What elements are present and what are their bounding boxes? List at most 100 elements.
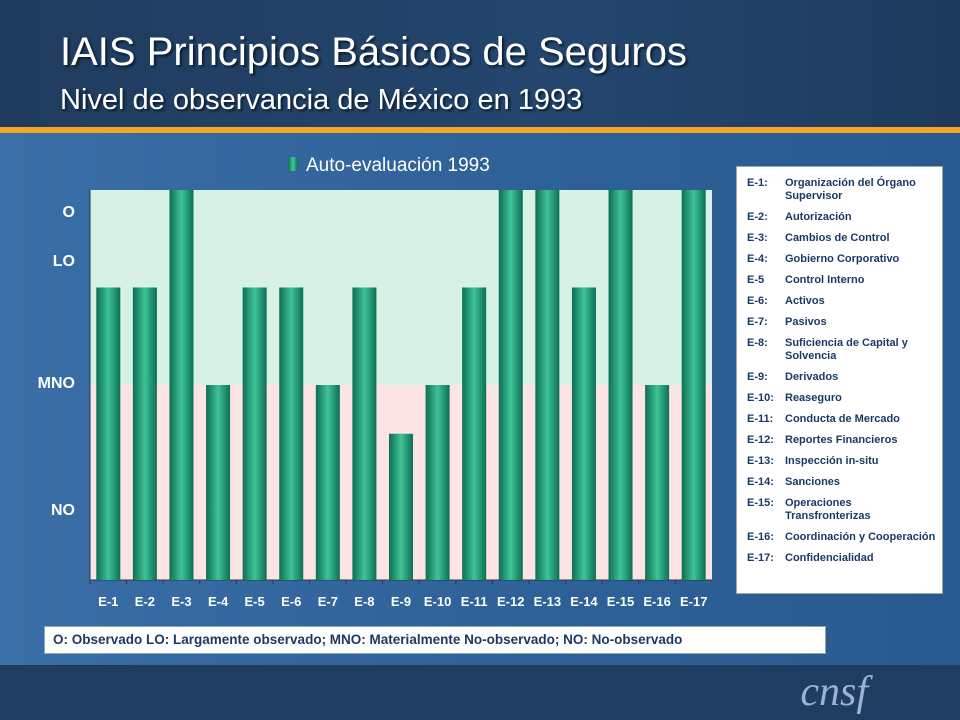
y-tick-label: LO [52,253,75,271]
background-band-1 [90,190,712,385]
bar-E-3 [169,190,194,580]
legend-item-name: Coordinación y Cooperación [785,531,936,543]
legend-item-name: Operaciones Transfronterizas [785,497,871,522]
accent-divider [0,127,960,133]
legend-swatch [288,157,298,171]
legend-item: E-10: Reaseguro [747,392,938,405]
legend-item: E-1: Organización del Órgano Supervisor [747,177,938,203]
rating-key-note: O: Observado LO: Largamente observado; M… [44,626,826,654]
x-tick-label: E-15 [607,594,634,609]
legend-item-code: E-17: [747,552,774,564]
legend-item-name: Gobierno Corporativo [785,253,900,265]
x-tick-label: E-11 [461,594,488,609]
bar-E-15 [608,190,633,580]
bar-E-11 [462,287,487,580]
legend-item: E-13: Inspección in-situ [747,455,938,468]
legend-item-code: E-15: [747,497,774,509]
bar-E-16 [645,385,670,580]
x-tick-label: E-17 [680,594,707,609]
legend-item-code: E-9: [747,371,768,383]
legend-item-code: E-5 [747,274,765,286]
legend-item: E-6: Activos [747,295,938,308]
legend-item-code: E-10: [747,392,774,404]
legend-item: E-2: Autorización [747,211,938,224]
legend-item: E-11: Conducta de Mercado [747,413,938,426]
legend-item-name: Confidencialidad [785,552,874,564]
legend-item-code: E-12: [747,434,774,446]
legend-item-code: E-4: [747,253,768,265]
legend-item: E-7: Pasivos [747,316,938,329]
legend-item-code: E-16: [747,531,774,543]
legend-item-name: Activos [785,295,825,307]
legend-item-code: E-8: [747,337,768,349]
x-tick-label: E-4 [208,594,229,609]
bar-E-17 [681,190,706,580]
legend-item-code: E-2: [747,211,768,223]
bar-E-8 [352,287,377,580]
legend-item-name: Control Interno [785,274,865,286]
bar-E-7 [315,385,340,580]
legend-item: E-14: Sanciones [747,476,938,489]
bar-E-10 [425,385,450,580]
x-tick-label: E-7 [318,594,338,609]
x-tick-label: E-14 [570,594,598,609]
x-tick-label: E-1 [98,594,118,609]
legend-item-name: Derivados [785,371,839,383]
legend-item-name: Conducta de Mercado [785,413,900,425]
header-band [0,0,960,127]
legend-item-name: Sanciones [785,476,841,488]
legend-item-code: E-11: [747,413,774,425]
legend-item: E-16: Coordinación y Cooperación [747,531,938,544]
footer-band [0,665,960,720]
bar-E-1 [96,287,121,580]
x-tick-label: E-8 [354,594,374,609]
legend-item: E-17: Confidencialidad [747,552,938,565]
y-tick-label: MNO [37,375,75,392]
legend-item: E-5 Control Interno [747,274,938,287]
x-tick-label: E-10 [424,594,451,609]
legend-item-code: E-3: [747,232,768,244]
legend-item-name: Suficiencia de Capital y Solvencia [785,337,908,362]
legend-item-name: Cambios de Control [785,232,890,244]
legend-item-name: Pasivos [785,316,827,328]
bar-E-5 [242,287,267,580]
legend-item: E-12: Reportes Financieros [747,434,938,447]
x-tick-label: E-13 [534,594,561,609]
legend-item-code: E-7: [747,316,768,328]
legend-item: E-3: Cambios de Control [747,232,938,245]
bar-E-4 [206,385,231,580]
legend-item: E-9: Derivados [747,371,938,384]
legend-item-name: Organización del Órgano Supervisor [785,177,916,202]
criteria-legend-box: E-1: Organización del Órgano Supervisor E-… [736,166,943,594]
bar-E-9 [389,433,413,580]
x-tick-label: E-6 [281,594,301,609]
legend-item-code: E-1: [747,177,768,189]
bar-E-13 [535,190,560,580]
x-tick-label: E-3 [171,594,191,609]
x-tick-label: E-2 [135,594,155,609]
legend-item-name: Reaseguro [785,392,842,404]
legend-item-name: Autorización [785,211,852,223]
bar-chart: E-1 E-2 E-3 E-4 E-5 E-6 E-7 E-8 E-9 E-10 E-11 E-12 E… [89,155,712,609]
legend-label: Auto-evaluación 1993 [306,155,490,176]
legend-item-code: E-14: [747,476,774,488]
x-tick-label: E-16 [643,594,670,609]
legend-item-name: Reportes Financieros [785,434,898,446]
bar-E-6 [279,287,304,580]
legend-item: E-15: Operaciones Transfronterizas [747,497,938,523]
legend-item-code: E-13: [747,455,774,467]
y-tick-label: NO [51,501,75,519]
bar-E-12 [498,190,523,580]
legend-item: E-8: Suficiencia de Capital y Solvencia [747,337,938,363]
cnsf-logo: cnsf [800,669,868,715]
x-tick-label: E-9 [391,594,411,609]
page-title: IAIS Principios Básicos de Seguros [60,30,687,74]
legend-item-name: Inspección in-situ [785,455,879,467]
legend-item: E-4: Gobierno Corporativo [747,253,938,266]
x-tick-label: E-12 [497,594,524,609]
legend-item-code: E-6: [747,295,768,307]
bar-E-2 [132,287,157,580]
y-tick-label: O [62,204,75,222]
page-subtitle: Nivel de observancia de México en 1993 [60,84,583,116]
x-tick-label: E-5 [245,594,265,609]
